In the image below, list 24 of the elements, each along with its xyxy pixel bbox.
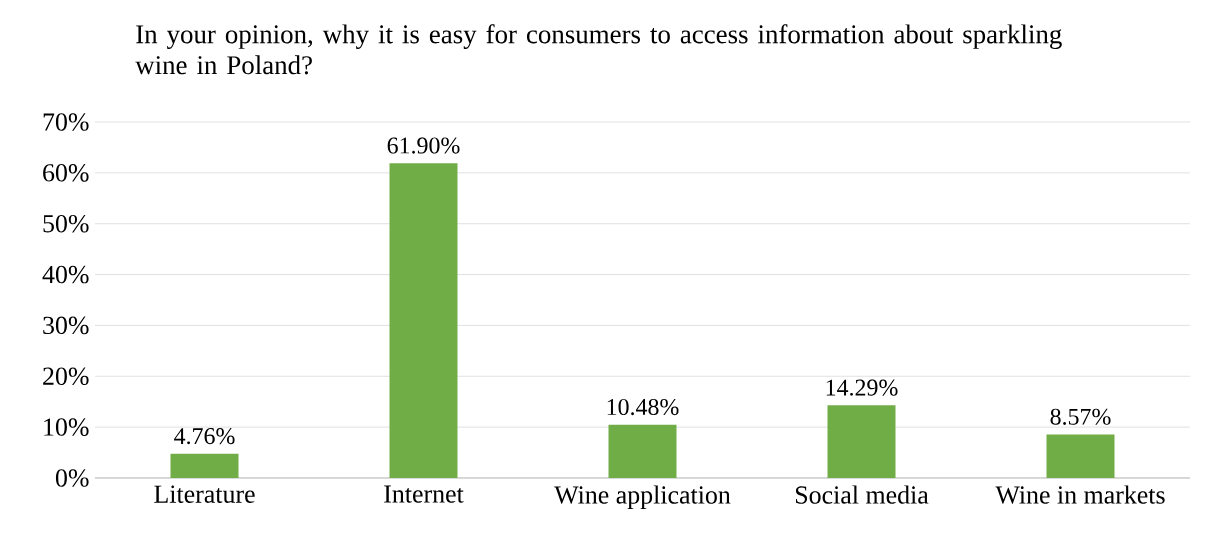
bar (1046, 434, 1115, 478)
data-label: 10.48% (607, 398, 679, 416)
x-tick-label: Internet (384, 485, 464, 503)
data-label: 61.90% (387, 137, 460, 154)
y-tick-label: 30% (43, 316, 89, 335)
x-tick-label: Social media (795, 485, 929, 504)
bar (608, 424, 677, 478)
y-tick-label: 40% (42, 265, 89, 284)
y-tick-label: 70% (43, 113, 89, 131)
chart-title: In your opinion, why it is easy for consumers to access information about sparkling wine in Poland? (135, 24, 1062, 75)
x-tick-label: Wine in markets (995, 485, 1165, 504)
x-tick-label: Literature (154, 485, 255, 503)
x-tick-label: Wine application (554, 485, 731, 509)
y-tick-label: 0% (55, 469, 89, 487)
y-tick-label: 10% (44, 418, 89, 436)
data-label: 4.76% (174, 428, 235, 445)
bar (827, 405, 896, 478)
y-tick-label: 60% (43, 164, 89, 182)
bar (389, 163, 458, 478)
data-label: 8.57% (1050, 408, 1111, 425)
y-tick-label: 50% (43, 214, 89, 233)
bar (170, 453, 239, 478)
data-label: 14.29% (826, 379, 898, 396)
y-tick-label: 20% (43, 367, 89, 386)
